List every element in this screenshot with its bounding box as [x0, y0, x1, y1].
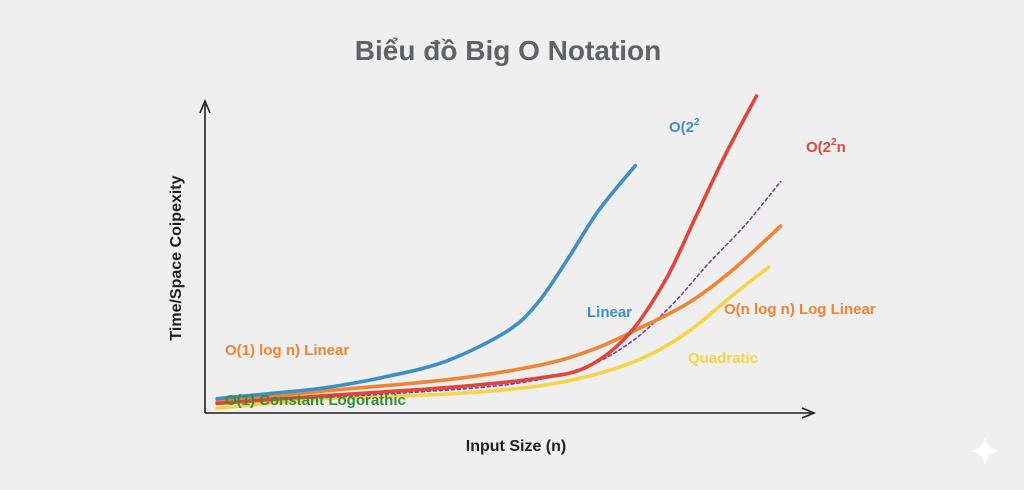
x-axis-arrow — [801, 407, 817, 419]
curve-label: O(n log n) Log Linear — [724, 301, 876, 318]
curve-label: O(22n — [806, 137, 846, 156]
series-line-blue — [215, 163, 638, 401]
series-line-purple — [264, 180, 782, 402]
series-line-red — [215, 94, 759, 406]
series-layer — [215, 94, 783, 410]
annotation-layer: O(22 O(22n Linear O(n log n) Log Linear O(1)… — [225, 117, 876, 409]
curve-label: O(1) log n) Linear — [225, 342, 349, 359]
curve-label: Linear — [587, 304, 632, 321]
curve-label: Quadratic — [688, 350, 758, 367]
x-axis-label: Input Size (n) — [466, 438, 566, 455]
sparkle-icon — [970, 436, 1000, 466]
y-axis-arrow — [199, 98, 211, 114]
curve-label: O(22 — [669, 117, 700, 136]
series-line-yellow — [215, 265, 771, 410]
chart-title: Biểu đồ Big O Notation — [355, 35, 661, 66]
y-axis-label: Time/Space Coipexity — [168, 175, 185, 340]
curve-label: O(1) Constant Logorathic — [225, 392, 406, 409]
series-line-orange — [215, 224, 783, 404]
axes — [199, 98, 817, 419]
